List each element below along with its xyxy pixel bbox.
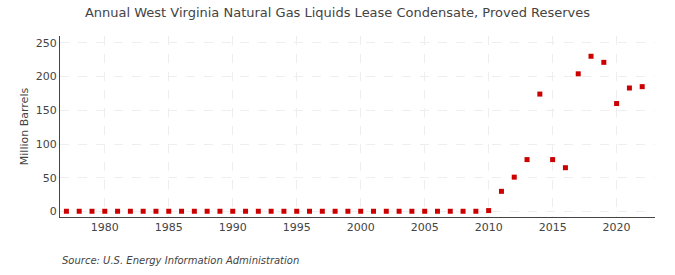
svg-text:1980: 1980 — [91, 221, 119, 234]
svg-text:50: 50 — [43, 172, 57, 185]
svg-text:0: 0 — [50, 205, 57, 218]
svg-text:150: 150 — [36, 104, 57, 117]
svg-text:100: 100 — [36, 138, 57, 151]
svg-text:Source: U.S. Energy Informatio: Source: U.S. Energy Information Administ… — [62, 255, 299, 266]
svg-text:250: 250 — [36, 37, 57, 50]
svg-text:2005: 2005 — [411, 221, 439, 234]
svg-text:1990: 1990 — [219, 221, 247, 234]
svg-text:2015: 2015 — [539, 221, 567, 234]
svg-text:1985: 1985 — [155, 221, 183, 234]
svg-text:1995: 1995 — [283, 221, 311, 234]
svg-text:Million Barrels: Million Barrels — [18, 88, 31, 166]
svg-text:Annual West Virginia Natural G: Annual West Virginia Natural Gas Liquids… — [85, 5, 590, 20]
svg-text:2000: 2000 — [347, 221, 375, 234]
svg-text:2020: 2020 — [603, 221, 631, 234]
svg-text:2010: 2010 — [475, 221, 503, 234]
svg-text:200: 200 — [36, 70, 57, 83]
